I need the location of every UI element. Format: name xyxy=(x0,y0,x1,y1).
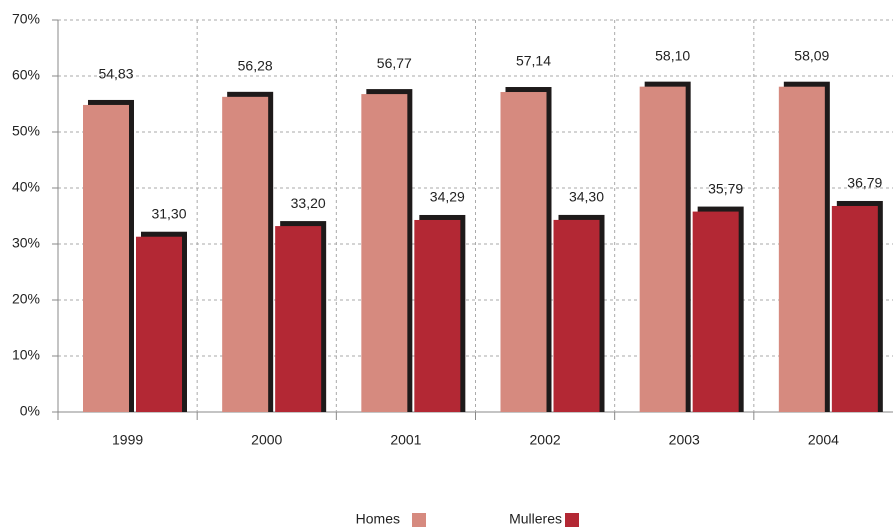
legend-label: Mulleres xyxy=(509,511,562,527)
bar xyxy=(222,96,269,412)
y-tick-label: 50% xyxy=(12,123,40,139)
x-tick-label: 2000 xyxy=(251,432,282,448)
data-label: 58,10 xyxy=(655,47,690,63)
bar xyxy=(275,226,322,412)
x-tick-label: 2004 xyxy=(808,432,839,448)
y-tick-label: 30% xyxy=(12,235,40,251)
y-tick-label: 10% xyxy=(12,347,40,363)
bar xyxy=(136,236,182,412)
legend-swatch xyxy=(565,513,579,527)
data-label: 56,28 xyxy=(238,58,273,74)
y-tick-label: 70% xyxy=(12,11,40,27)
legend-swatch xyxy=(412,513,426,527)
data-label: 36,79 xyxy=(847,175,882,191)
x-tick-label: 2003 xyxy=(669,432,700,448)
y-tick-label: 20% xyxy=(12,291,40,307)
data-label: 54,83 xyxy=(98,66,133,82)
data-label: 35,79 xyxy=(708,180,743,196)
x-tick-label: 1999 xyxy=(112,432,143,448)
y-tick-label: 40% xyxy=(12,179,40,195)
data-label: 31,30 xyxy=(151,205,186,221)
data-label: 34,30 xyxy=(569,189,604,205)
data-label: 57,14 xyxy=(516,53,551,69)
data-label: 33,20 xyxy=(291,195,326,211)
data-label: 56,77 xyxy=(377,55,412,71)
bar xyxy=(639,86,686,412)
data-label: 34,29 xyxy=(430,189,465,205)
bar xyxy=(553,219,600,412)
bar xyxy=(778,86,825,413)
bar xyxy=(831,205,878,412)
bar xyxy=(83,104,129,413)
bar xyxy=(500,92,547,413)
data-label: 58,09 xyxy=(794,47,829,63)
legend-label: Homes xyxy=(356,511,400,527)
bar xyxy=(414,219,461,412)
bar xyxy=(692,211,739,412)
y-tick-label: 60% xyxy=(12,67,40,83)
x-tick-label: 2001 xyxy=(390,432,421,448)
y-tick-label: 0% xyxy=(20,403,40,419)
x-tick-label: 2002 xyxy=(530,432,561,448)
bar xyxy=(361,94,408,412)
